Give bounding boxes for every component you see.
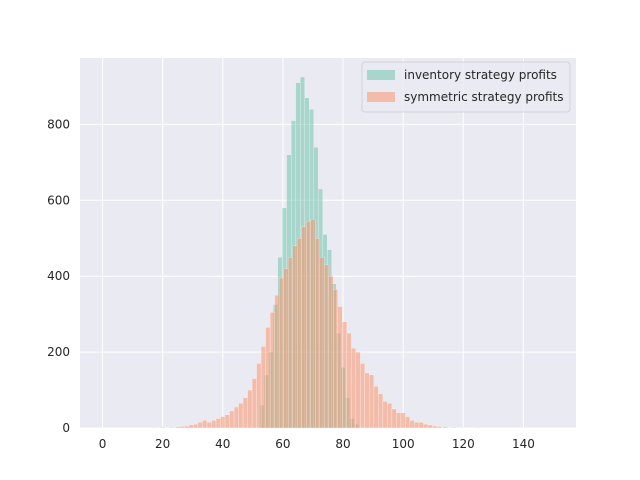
x-tick-label: 140 (512, 437, 535, 451)
histogram-bar (451, 427, 457, 429)
histogram-bar (346, 332, 352, 429)
x-tick-label: 40 (215, 437, 230, 451)
histogram-bar (179, 426, 185, 429)
histogram-bar (197, 422, 203, 429)
histogram-bar (296, 238, 302, 429)
legend: inventory strategy profits symmetric str… (361, 61, 571, 113)
histogram-bar (247, 389, 253, 429)
x-tick-label: 100 (392, 437, 415, 451)
histogram-bar (238, 403, 244, 429)
histogram-bar (427, 424, 433, 429)
histogram-bar (405, 416, 411, 429)
histogram-bar (351, 348, 357, 429)
histogram-bar (337, 306, 343, 429)
y-tick-label: 0 (62, 421, 70, 435)
histogram-bar (328, 276, 334, 429)
histogram-bar (175, 426, 181, 429)
histogram-bar (355, 351, 361, 429)
legend-swatch-symmetric (367, 92, 395, 102)
histogram-bar (224, 414, 230, 429)
histogram-bar (373, 386, 379, 429)
histogram-bar (202, 420, 208, 429)
x-tick-labels: 0 20 40 60 80 100 120 140 (99, 437, 535, 451)
histogram-bar (333, 289, 338, 429)
histogram-bar (251, 378, 257, 429)
histogram-bar (160, 427, 166, 429)
histogram-bar (369, 374, 375, 429)
histogram-bar (382, 401, 388, 429)
y-tick-label: 400 (47, 269, 70, 283)
legend-label-inventory: inventory strategy profits (404, 68, 557, 82)
histogram-bar (324, 264, 329, 429)
histogram-bar (265, 327, 271, 429)
x-tick-label: 80 (335, 437, 350, 451)
histogram-bar (315, 238, 320, 429)
histogram-bar (387, 403, 393, 429)
histogram-bar (260, 346, 266, 429)
histogram-bar (274, 294, 280, 429)
histogram-bar (211, 420, 217, 429)
histogram-bar (378, 393, 384, 429)
x-tick-label: 120 (452, 437, 475, 451)
histogram-bar (220, 416, 226, 429)
x-tick-label: 60 (275, 437, 290, 451)
series-1 (151, 219, 481, 429)
histogram-bar (283, 268, 289, 429)
histogram-bar (229, 410, 235, 429)
histogram-bar (269, 312, 275, 429)
histogram-bar (364, 372, 370, 429)
legend-box (361, 61, 571, 113)
histogram-bar (360, 363, 366, 429)
histogram-bar (396, 412, 402, 429)
y-tick-label: 600 (47, 193, 70, 207)
histogram-bars (151, 76, 481, 429)
histogram-bar (400, 412, 406, 429)
histogram-bar (436, 426, 442, 429)
histogram-bar (342, 321, 347, 429)
legend-label-symmetric: symmetric strategy profits (404, 90, 564, 104)
y-tick-label: 200 (47, 345, 70, 359)
histogram-bar (242, 397, 248, 429)
histogram-bar (409, 420, 415, 429)
histogram-bar (391, 408, 397, 429)
histogram-bar (414, 422, 420, 429)
x-tick-label: 0 (99, 437, 107, 451)
y-tick-labels: 0 200 400 600 800 (47, 117, 70, 435)
histogram-bar (206, 422, 212, 429)
histogram-bar (423, 424, 429, 429)
x-gridlines (102, 58, 524, 428)
histogram-bar (301, 226, 307, 429)
histogram-bar (287, 257, 293, 429)
histogram-bar (310, 219, 316, 429)
histogram-bar (233, 406, 239, 429)
histogram-bar (188, 424, 194, 429)
y-tick-label: 800 (47, 117, 70, 131)
histogram-bar (215, 418, 221, 429)
histogram-bar (432, 425, 438, 429)
histogram-bar (292, 245, 298, 429)
histogram-bar (278, 277, 284, 429)
histogram-bar (319, 257, 325, 429)
histogram-bar (442, 426, 448, 429)
x-tick-label: 20 (155, 437, 170, 451)
histogram-bar (193, 424, 199, 429)
histogram-bar (306, 220, 311, 429)
legend-swatch-inventory (367, 70, 395, 80)
histogram-bar (256, 363, 262, 429)
histogram-bar (184, 425, 190, 429)
histogram-bar (169, 427, 175, 429)
histogram-bar (418, 422, 424, 429)
